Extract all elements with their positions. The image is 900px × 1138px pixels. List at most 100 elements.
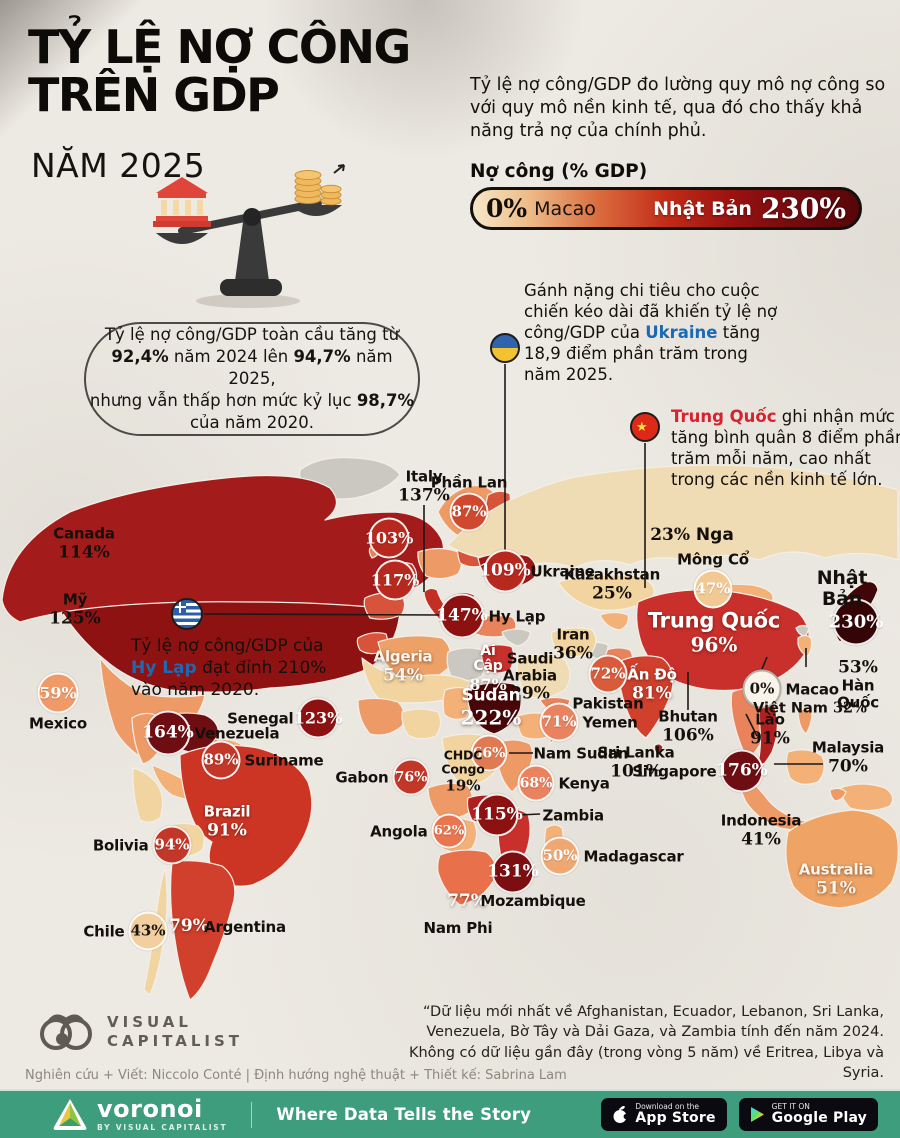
china-star: ★: [636, 419, 648, 435]
map-country-name: Bolivia: [92, 836, 149, 854]
visual-capitalist-logo: VISUAL CAPITALIST: [35, 1008, 243, 1056]
map-circle-value: 71%: [541, 712, 577, 731]
map-circle-value: 66%: [472, 745, 506, 761]
map-stack-ai-c-p: Ai Cập 87%: [469, 643, 507, 694]
map-circle-macao: 0% Macao: [742, 669, 839, 709]
legend-min-value: 0%: [486, 194, 528, 223]
google-play-bottom-text: Google Play: [771, 1110, 867, 1127]
map-stack-l-o: Lào 91%: [750, 710, 790, 749]
coins-icon: [294, 164, 345, 206]
map-name-nam-phi: Nam Phi: [423, 919, 493, 937]
map-circle-pakistan: 72% Pakistan: [572, 654, 644, 713]
bank-icon: [153, 177, 211, 227]
map-circle-value: 123%: [293, 708, 343, 727]
map-circle-value: 176%: [716, 760, 768, 781]
map-circle-value: 230%: [828, 611, 884, 632]
binoculars-icon: [40, 1014, 92, 1050]
map-stack-malaysia: Malaysia 70%: [811, 738, 885, 777]
ukraine-flag-icon: [490, 333, 520, 363]
map-stack-indonesia: Indonesia 41%: [720, 811, 802, 850]
greece-cross: [173, 600, 186, 613]
google-play-icon: [750, 1107, 764, 1122]
map-circle-value: 94%: [154, 835, 190, 854]
map-circle-yemen: 71% Yemen: [539, 702, 638, 742]
map-stack-italy: Italy 137%: [398, 467, 450, 506]
map-country-name: Hy Lạp: [488, 607, 546, 625]
map-circle-117: 117%: [371, 559, 419, 601]
map-country-name: Ukraine: [530, 562, 595, 580]
global-stat-bubble: Tỷ lệ nợ công/GDP toàn cầu tăng từ 92,4%…: [84, 322, 420, 436]
map-country-name: Angola: [370, 822, 428, 840]
map-stack-trung-qu-c: Trung Quốc 96%: [647, 608, 781, 657]
map-circle-m-ng-c: 47% Mông Cổ: [677, 551, 749, 609]
footer-divider: [251, 1101, 253, 1128]
footnote: “Dữ liệu mới nhất về Afghanistan, Ecuado…: [408, 1004, 884, 1081]
greece-flag-icon: [171, 598, 203, 630]
google-play-badge[interactable]: GET IT ON Google Play: [738, 1098, 878, 1131]
map-circle-value: 87%: [451, 502, 487, 521]
app-store-badge[interactable]: Download on the App Store: [601, 1098, 727, 1131]
map-country-name: Mông Cổ: [677, 550, 749, 569]
legend-gradient-bar: 0% Macao Nhật Bản 230%: [470, 187, 862, 230]
map-circle-ph-n-lan: 87% Phần Lan: [431, 474, 507, 532]
map-value-79: 79%: [169, 916, 209, 936]
map-circle-value: 76%: [394, 769, 428, 785]
app-store-top-text: Download on the: [635, 1102, 700, 1112]
map-circle-chile: 43% Chile: [83, 911, 168, 951]
map-country-name: Zambia: [542, 806, 605, 824]
map-country-name: Nam Sudan: [533, 744, 629, 762]
map-circle-value: 117%: [370, 570, 420, 589]
map-inline-nga: 23% Nga: [650, 525, 734, 545]
map-country-name: Madagascar: [583, 847, 684, 865]
balance-scale-illustration: [153, 164, 345, 308]
map-circle-suriname: 89% Suriname: [201, 740, 324, 780]
map-circle-131: 131%: [487, 850, 539, 894]
map-stack-kazakhstan: Kazakhstan 25%: [563, 565, 661, 604]
map-stack-canada: Canada 114%: [53, 524, 115, 563]
map-stack-chdc-congo: CHDC Congo 19%: [441, 747, 485, 794]
map-country-name: Phần Lan: [430, 473, 508, 492]
map-name-argentina: Argentina: [204, 918, 286, 936]
store-badges: Download on the App Store GET IT ON: [601, 1098, 878, 1131]
map-circle-value: 50%: [542, 846, 578, 865]
bubble-line-2: 92,4% năm 2024 lên 94,7% năm 2025,: [111, 347, 393, 389]
map-stack-nh-t-b-n: Nhật Bản: [816, 567, 868, 610]
map-stack-saudi-arabia: Saudi Arabia 29%: [503, 649, 557, 704]
map-stack-sudan: Sudan 222%: [460, 685, 522, 730]
map-circle-madagascar: 50% Madagascar: [540, 836, 684, 876]
map-circle-value: 103%: [364, 528, 414, 547]
map-circle-mexico: 59% Mexico: [29, 672, 87, 733]
map-country-name: Venezuela: [194, 724, 280, 742]
map-circle-value: 59%: [39, 683, 77, 702]
map-circle-value: 47%: [695, 579, 731, 598]
map-country-name: Yemen: [582, 713, 638, 731]
map-circle-ukraine: 109% Ukraine: [479, 549, 595, 593]
map-name-mozambique: Mozambique: [480, 892, 586, 910]
legend-max: Nhật Bản 230%: [653, 192, 846, 225]
map-country-name: Suriname: [244, 751, 324, 769]
map-circle-value: 109%: [479, 560, 531, 581]
map-stack-australia: Australia 51%: [798, 860, 874, 899]
map-circle-value: 164%: [142, 722, 194, 743]
apple-icon: [613, 1106, 629, 1123]
map-country-name: Chile: [83, 922, 125, 940]
ukraine-callout: Gánh nặng chi tiêu cho cuộc chiến kéo dà…: [524, 281, 778, 385]
map-country-name: Pakistan: [572, 694, 644, 713]
title-line-2: TRÊN GDP: [28, 67, 280, 122]
bubble-line-4: của năm 2020.: [189, 412, 314, 432]
map-country-name: Macao: [785, 680, 840, 698]
map-circle-value: 43%: [130, 921, 166, 940]
map-value-77: 77%: [447, 891, 487, 911]
footer-bar: voronoi BY VISUAL CAPITALIST Where Data …: [0, 1089, 900, 1138]
page-title: TỶ LỆ NỢ CÔNG TRÊN GDP: [28, 23, 411, 122]
map-circle-singapore: 176% Singapore: [632, 749, 768, 793]
google-play-top-text: GET IT ON: [771, 1102, 810, 1112]
map-circle-value: 72%: [590, 664, 626, 683]
map-circle-230: 230%: [829, 598, 883, 646]
map-circle-kenya: 68% Kenya: [517, 764, 610, 802]
map-circle-value: 89%: [203, 750, 239, 769]
map-country-name: Kenya: [558, 774, 610, 792]
map-inline-vi-t-nam: Việt Nam 32%: [753, 699, 867, 717]
voronoi-sub: BY VISUAL CAPITALIST: [97, 1123, 228, 1132]
